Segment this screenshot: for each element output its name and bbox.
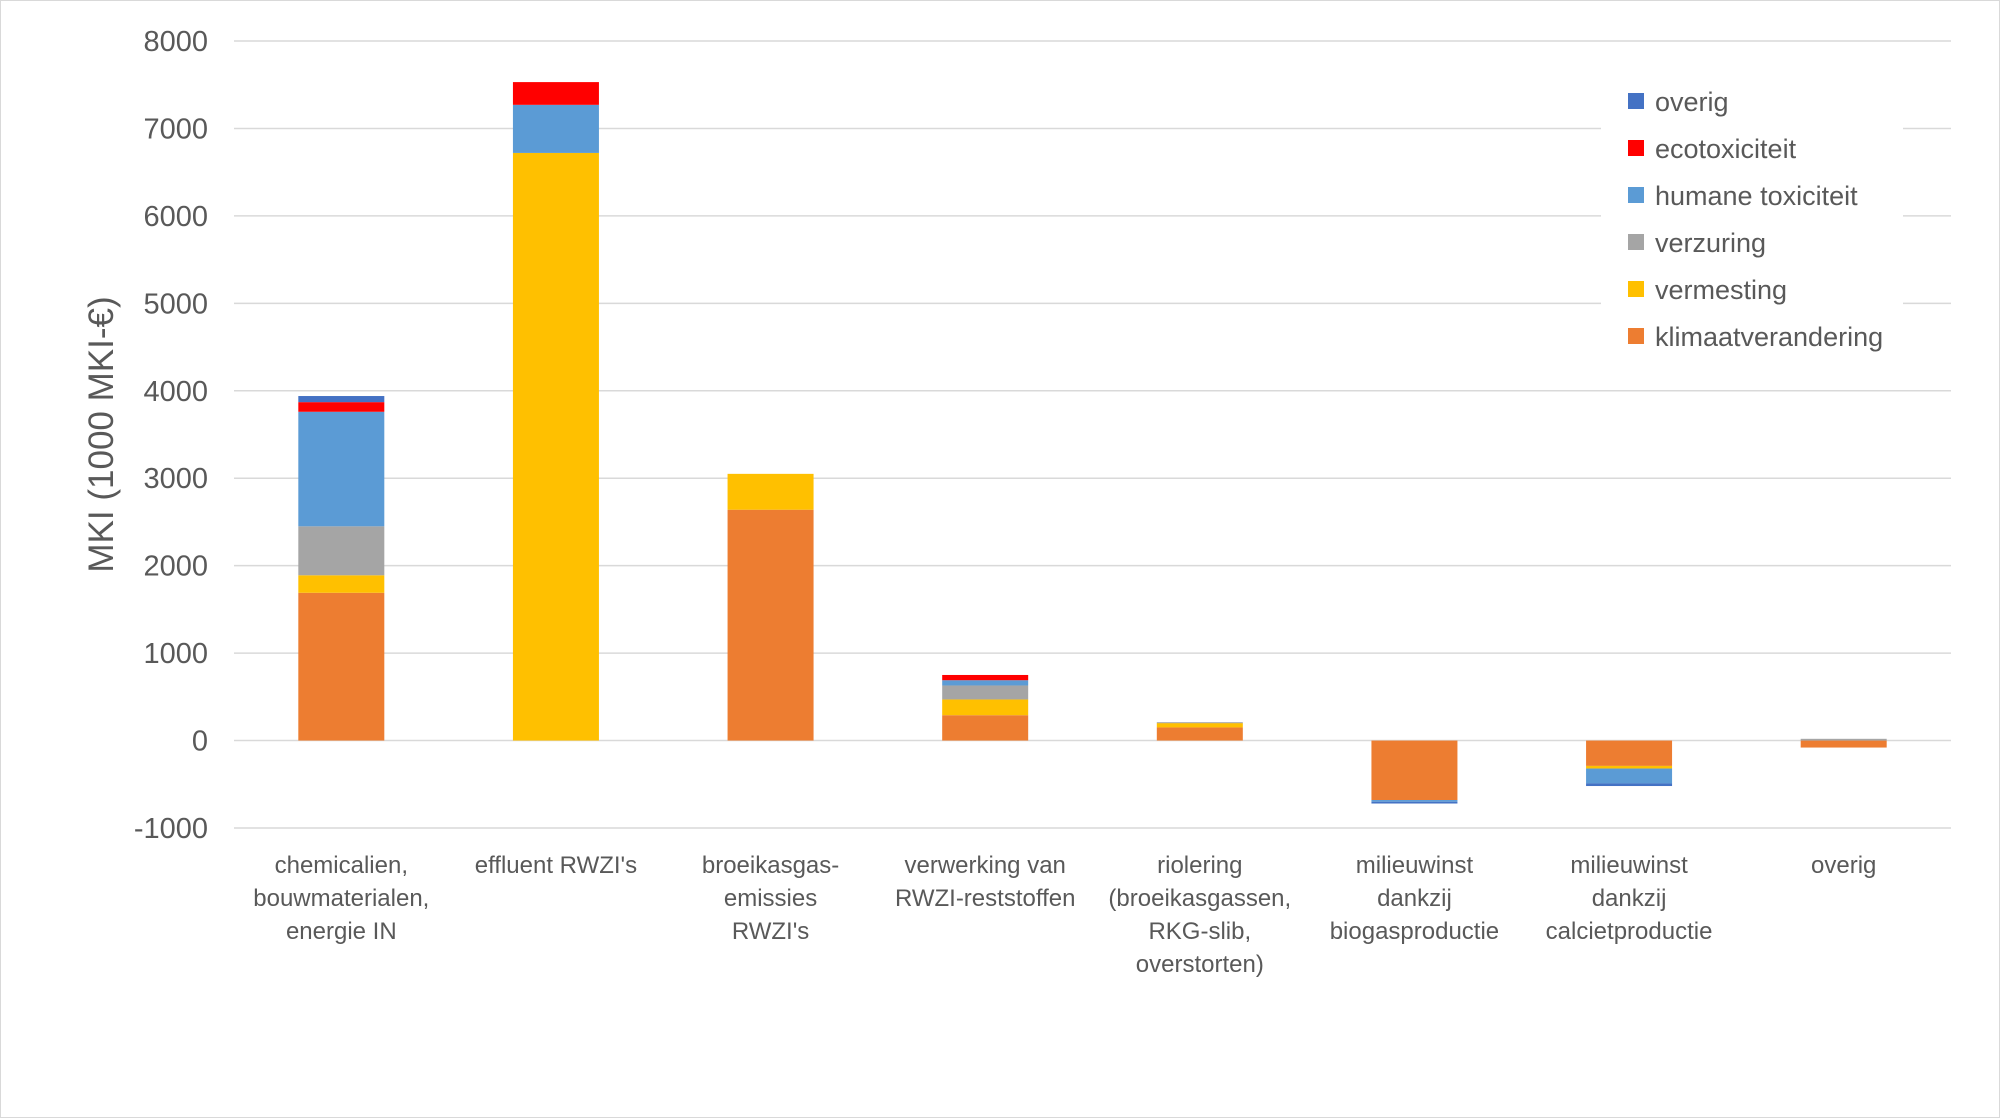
bar-segment (1371, 801, 1458, 804)
legend-background (1601, 75, 1903, 361)
legend-swatch (1628, 93, 1644, 109)
legend-entry: vermesting (1655, 275, 1787, 305)
x-category-label: RWZI-reststoffen (895, 885, 1076, 912)
bar-segment (298, 411, 385, 527)
y-tick-label: 3000 (143, 463, 208, 495)
bar-segment (298, 402, 385, 412)
bar-segment (512, 82, 599, 105)
bar-segment (298, 526, 385, 576)
bar-segment (512, 104, 599, 153)
bar-segment (298, 575, 385, 593)
bar-segment (1586, 765, 1673, 769)
y-tick-label: 8000 (143, 26, 208, 58)
legend-entry: ecotoxiciteit (1655, 134, 1797, 164)
y-tick-label: 6000 (143, 201, 208, 233)
y-tick-label: -1000 (134, 813, 208, 845)
x-category-label: overstorten) (1136, 951, 1264, 978)
x-category-label: (broeikasgassen, (1108, 885, 1291, 912)
x-category-label: bouwmaterialen, (253, 885, 429, 912)
bar-segment (1800, 738, 1887, 741)
x-category-label: milieuwinst (1356, 852, 1474, 879)
x-category-label: dankzij (1592, 885, 1667, 912)
legend-entry: klimaatverandering (1655, 322, 1883, 352)
bar-segment (298, 592, 385, 741)
legend-entry: overig (1655, 87, 1729, 117)
bar-segment (1800, 740, 1887, 748)
legend-swatch (1628, 140, 1644, 156)
x-category-label: dankzij (1377, 885, 1452, 912)
bar-segment (1371, 740, 1458, 801)
legend-entry: humane toxiciteit (1655, 181, 1858, 211)
bar-segment (1371, 800, 1458, 802)
x-category-label: overig (1811, 852, 1876, 879)
x-category-label: milieuwinst (1570, 852, 1688, 879)
x-category-label: verwerking van (904, 852, 1065, 879)
bar-segment (1586, 783, 1673, 787)
bar-segment (942, 680, 1029, 686)
x-category-label: calcietproductie (1546, 918, 1713, 945)
legend-swatch (1628, 328, 1644, 344)
bar-segment (942, 674, 1029, 681)
x-category-label: emissies (724, 885, 817, 912)
y-tick-label: 7000 (143, 113, 208, 145)
y-tick-label: 2000 (143, 551, 208, 583)
y-tick-label: 0 (192, 726, 208, 758)
y-tick-label: 1000 (143, 638, 208, 670)
x-category-label: energie IN (286, 918, 397, 945)
x-category-label: RKG-slib, (1148, 918, 1251, 945)
bar-segment (1586, 768, 1673, 784)
x-category-label: broeikasgas- (702, 852, 839, 879)
x-category-label: chemicalien, (275, 852, 408, 879)
legend-swatch (1628, 281, 1644, 297)
legend-swatch (1628, 187, 1644, 203)
legend-entry: verzuring (1655, 228, 1766, 258)
bar-segment (1586, 740, 1673, 766)
legend-swatch (1628, 234, 1644, 250)
x-category-label: effluent RWZI's (475, 852, 637, 879)
y-tick-label: 4000 (143, 376, 208, 408)
bar-segment (942, 715, 1029, 741)
bar-segment (1156, 727, 1243, 741)
x-category-label: riolering (1157, 852, 1242, 879)
bar-segment (1156, 722, 1243, 724)
bar-segment (298, 396, 385, 403)
bar-segment (727, 473, 814, 510)
bar-segment (512, 152, 599, 741)
bar-segment (727, 509, 814, 741)
bar-segment (942, 685, 1029, 700)
y-tick-label: 5000 (143, 288, 208, 320)
x-category-label: RWZI's (732, 918, 809, 945)
bar-segment (942, 699, 1029, 716)
y-axis-title: MKI (1000 MKI-€) (82, 296, 121, 572)
bar-segment (1156, 723, 1243, 728)
x-category-label: biogasproductie (1330, 918, 1499, 945)
